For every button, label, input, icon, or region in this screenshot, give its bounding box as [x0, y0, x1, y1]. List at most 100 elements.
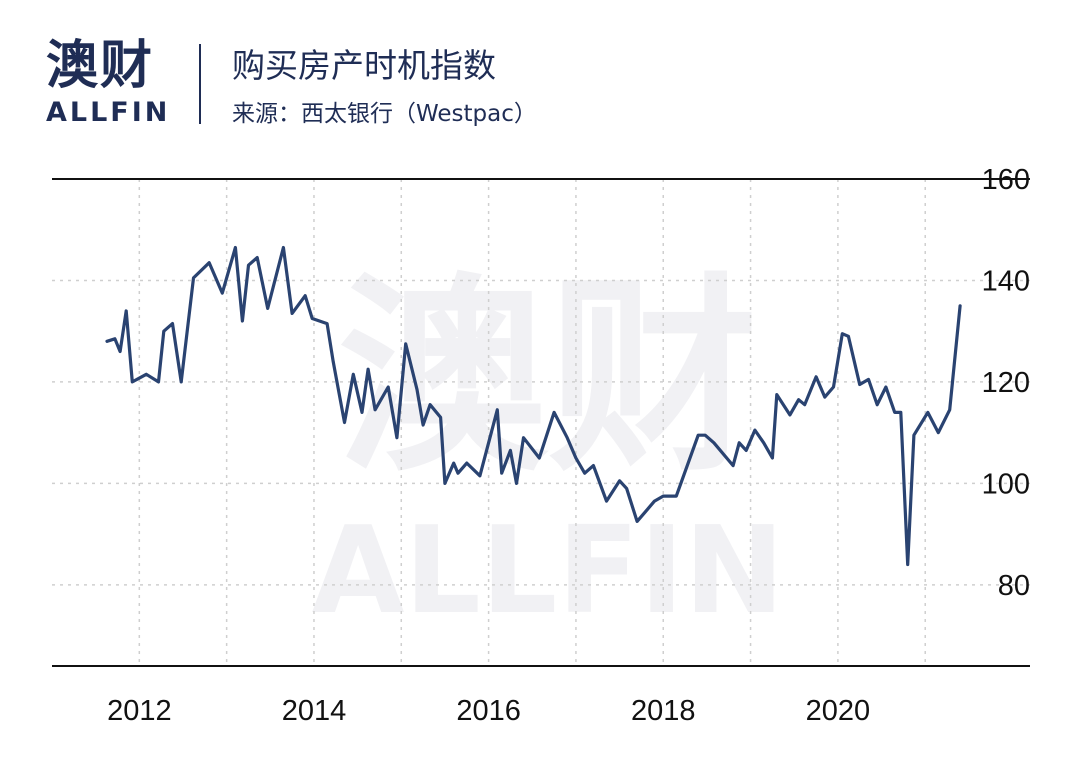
data-point [697, 434, 699, 437]
data-point [311, 317, 314, 320]
data-point [605, 500, 608, 502]
data-point [566, 436, 568, 439]
y-tick-label: 160 [982, 164, 1030, 196]
data-point [439, 416, 442, 419]
data-point [422, 424, 424, 426]
data-point [959, 305, 961, 307]
axes [52, 178, 1030, 667]
data-point [374, 409, 376, 411]
series-layer [105, 245, 962, 567]
data-point [452, 462, 455, 464]
data-point [282, 246, 285, 249]
y-tick-label: 100 [982, 468, 1030, 500]
data-point [618, 480, 621, 482]
data-point [416, 388, 418, 391]
data-point [367, 368, 369, 370]
data-point [704, 434, 706, 437]
logo-chinese: 澳财 [46, 36, 155, 96]
data-point [653, 500, 656, 502]
data-point [500, 472, 503, 475]
data-point [304, 294, 307, 297]
data-point [745, 449, 747, 452]
data-point [429, 403, 431, 406]
data-point [776, 393, 778, 396]
data-point [841, 332, 844, 335]
data-point [906, 563, 909, 566]
data-point [163, 330, 165, 332]
data-point [234, 246, 237, 249]
tick-labels: 80 100 120 140 160 2012 2014 2016 2018 2020 [107, 164, 1030, 727]
data-point [291, 312, 293, 315]
data-point [900, 411, 902, 414]
watermark-english: ALLFIN [312, 502, 785, 641]
header-divider [199, 44, 201, 124]
data-point [575, 457, 577, 459]
data-point [797, 398, 800, 401]
data-point [885, 386, 887, 388]
data-point [858, 383, 861, 386]
data-point [180, 381, 182, 383]
data-point [937, 431, 940, 434]
data-point [927, 411, 929, 414]
data-point [893, 411, 896, 414]
data-point [771, 457, 774, 459]
data-point [221, 292, 224, 294]
data-point [404, 343, 407, 345]
data-point [876, 403, 878, 406]
data-point [241, 320, 244, 322]
data-point [824, 396, 826, 398]
y-tick-label: 120 [982, 367, 1030, 399]
data-point [171, 322, 174, 325]
chart-title: 购买房产时机指数 [232, 46, 496, 85]
data-point [625, 487, 628, 490]
data-point [396, 436, 398, 439]
data-point [553, 411, 555, 414]
x-tick-label: 2020 [806, 695, 871, 727]
data-point [509, 449, 512, 452]
series-line [105, 245, 962, 567]
data-point [192, 277, 195, 279]
data-point [754, 429, 756, 431]
data-point [466, 462, 468, 464]
data-point [125, 310, 127, 312]
watermark: 澳财 ALLFIN [312, 255, 785, 641]
data-point [444, 482, 446, 485]
data-point [592, 464, 595, 467]
data-point [847, 335, 850, 338]
data-point [332, 360, 335, 363]
data-point [762, 442, 765, 444]
data-point [352, 373, 355, 376]
data-point [948, 409, 951, 411]
data-point [457, 472, 459, 475]
data-point [496, 409, 499, 411]
data-point [479, 475, 481, 477]
data-point [361, 411, 363, 414]
data-point [515, 482, 518, 485]
line-chart: 澳财 ALLFIN 80 100 120 140 160 2012 2014 2016 2018… [52, 164, 1030, 727]
data-point [387, 386, 390, 388]
chart-source: 来源：西太银行（Westpac） [232, 101, 537, 127]
data-point [738, 442, 740, 444]
x-tick-label: 2012 [107, 695, 172, 727]
data-point [326, 322, 328, 325]
data-point [119, 350, 121, 353]
data-point [713, 442, 715, 444]
data-point [538, 457, 541, 459]
x-tick-label: 2014 [282, 695, 347, 727]
logo-english: ALLFIN [46, 97, 171, 128]
data-point [343, 421, 346, 424]
y-tick-label: 80 [998, 570, 1030, 602]
data-point [732, 464, 734, 467]
data-point [157, 381, 160, 383]
data-point [266, 307, 269, 310]
data-point [583, 472, 586, 475]
data-point [106, 340, 108, 343]
data-point [208, 261, 210, 264]
x-tick-label: 2018 [631, 695, 696, 727]
y-tick-label: 140 [982, 265, 1030, 297]
data-point [256, 256, 259, 259]
data-point [675, 495, 678, 497]
header: 澳财 ALLFIN 购买房产时机指数 来源：西太银行（Westpac） [0, 0, 1080, 150]
data-point [131, 381, 134, 383]
data-point [803, 403, 806, 406]
